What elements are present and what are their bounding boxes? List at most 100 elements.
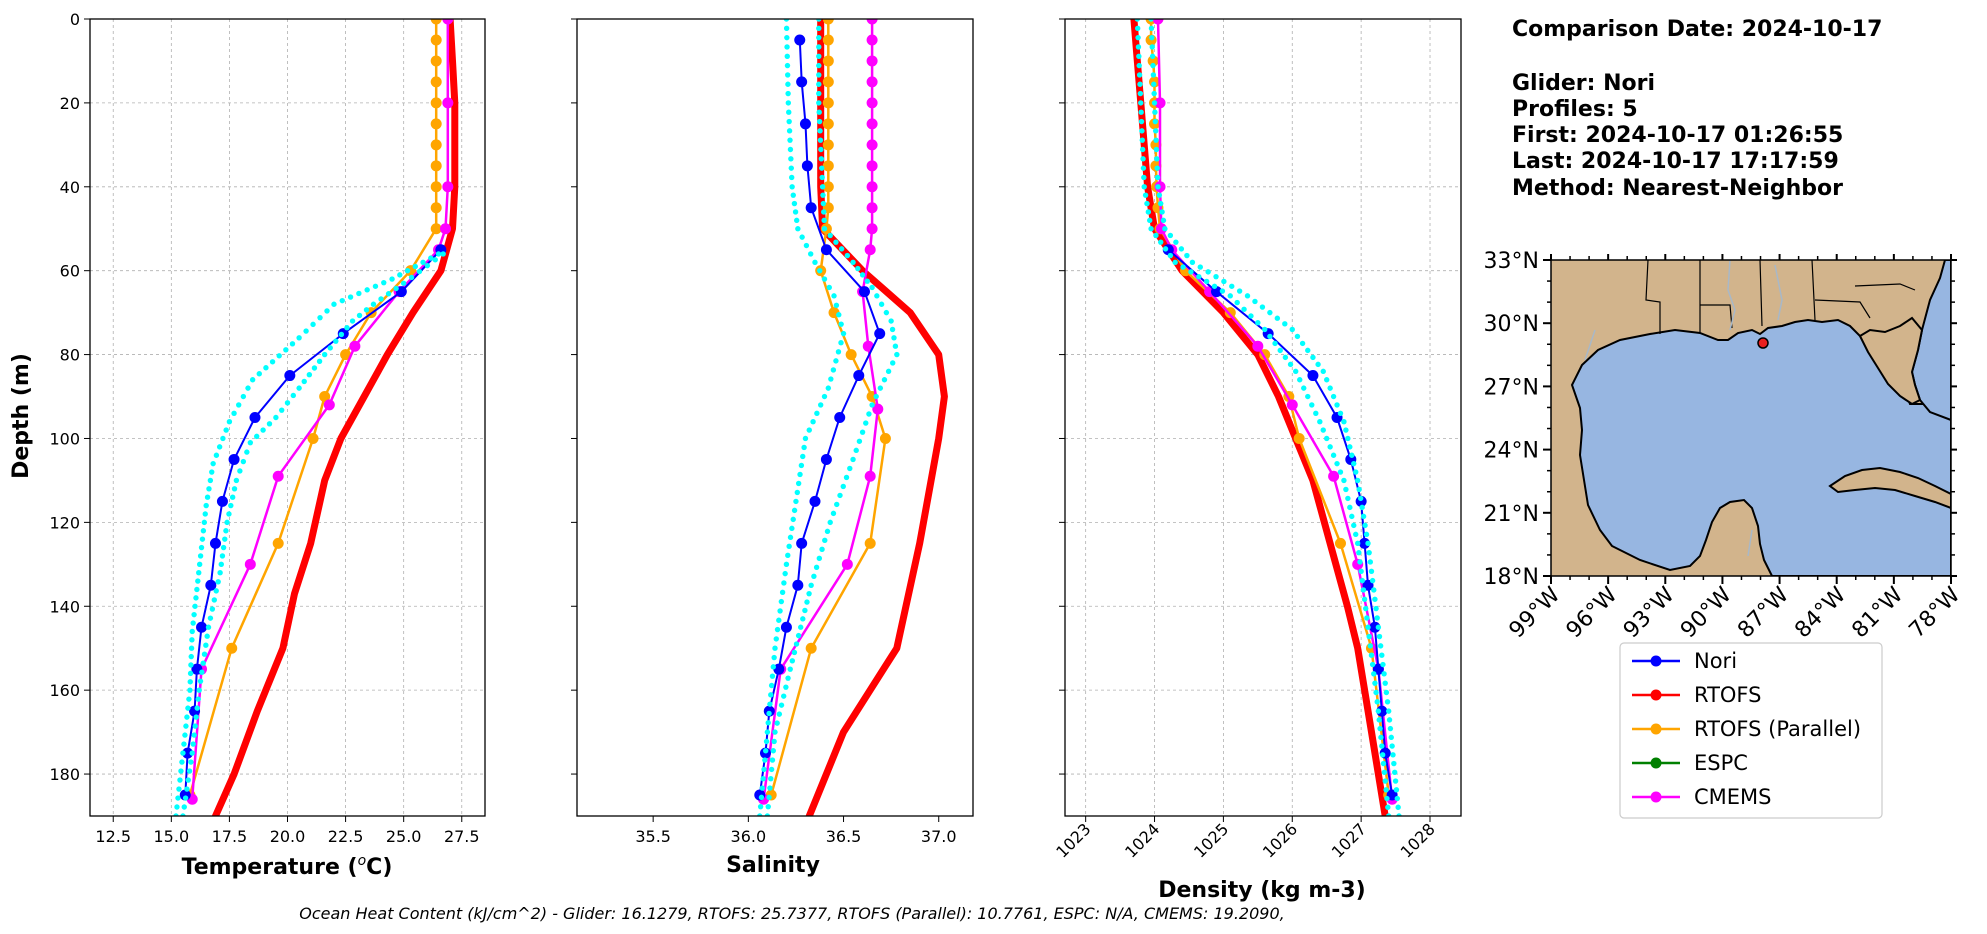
nori-profiles-dot [767, 701, 773, 707]
lat-label: 27°N [1484, 375, 1539, 400]
nori-profiles-dot [1178, 246, 1185, 252]
nori-profiles-dot [816, 555, 823, 562]
nori-profiles-dot [364, 287, 370, 293]
nori-marker [799, 118, 811, 130]
nori-profiles-dot [816, 90, 822, 97]
nori-profiles-dot [816, 25, 822, 32]
nori-profiles-dot [266, 421, 273, 427]
x-tick-label: 36.0 [731, 827, 767, 846]
first-profile-time: First: 2024-10-17 01:26:55 [1512, 123, 1843, 148]
nori-profiles-dot [1138, 109, 1144, 115]
nori-profiles-dot [787, 666, 793, 672]
rtofs-parallel-marker [1150, 139, 1162, 151]
nori-profiles-dot [824, 528, 831, 535]
nori-profiles-dot [182, 732, 188, 738]
nori-profiles-dot [1330, 452, 1337, 458]
nori-profiles-dot [788, 156, 794, 162]
nori-profiles-dot [1378, 734, 1384, 741]
nori-profiles-dot [783, 25, 790, 32]
nori-profiles-dot [316, 358, 323, 364]
nori-profiles-dot [440, 251, 446, 257]
nori-profiles-dot [188, 653, 194, 660]
nori-marker [249, 412, 261, 423]
nori-profiles-dot [173, 813, 179, 816]
cmems-marker [1286, 399, 1298, 411]
ocean-heat-content-footer: Ocean Heat Content (kJ/cm^2) - Glider: 1… [299, 904, 1284, 923]
nori-profiles-dot [795, 226, 801, 232]
nori-profiles-dot [1379, 752, 1386, 758]
nori-profiles-dot [765, 720, 771, 726]
cuba [1828, 466, 1951, 510]
nori-profiles-dot [199, 536, 206, 542]
nori-profiles-dot [766, 794, 772, 801]
nori-profiles-dot [808, 582, 814, 588]
nori-profiles-dot [1391, 760, 1397, 767]
cmems-marker [866, 181, 878, 193]
series-group [1130, 19, 1402, 816]
nori-profiles-dot [785, 81, 791, 87]
cmems-marker [866, 139, 878, 151]
nori-profiles-dot [223, 528, 229, 534]
nori-profiles-dot [819, 174, 825, 181]
nori-profiles-dot [1135, 34, 1141, 41]
cmems-marker [872, 403, 884, 415]
rtofs-parallel-marker [1224, 307, 1236, 319]
rtofs-parallel-marker [822, 76, 834, 88]
nori-profiles-dot [301, 378, 307, 385]
nori-profiles-dot [794, 489, 801, 496]
nori-profiles-dot [363, 307, 370, 313]
rtofs-parallel-marker [430, 97, 442, 109]
nori-profiles-dot [889, 326, 896, 333]
nori-profiles-dot [840, 483, 846, 490]
last-profile-time: Last: 2024-10-17 17:17:59 [1512, 149, 1839, 174]
cmems-marker [349, 340, 361, 352]
nori-profiles-dot [1358, 568, 1364, 575]
nori-profiles-dot [217, 570, 223, 576]
nori-profiles-dot [786, 109, 792, 115]
nori-profiles-dot [1353, 469, 1359, 475]
nori-profiles-dot [874, 293, 880, 299]
nori-profiles-dot [1137, 81, 1143, 87]
cmems-marker [866, 34, 878, 46]
nori-profiles-dot [191, 611, 197, 618]
nori-profiles-dot [1351, 460, 1357, 467]
nori-profiles-dot [187, 670, 194, 677]
nori-profiles-dot [835, 349, 842, 355]
nori-profiles-dot [1359, 504, 1365, 511]
nori-profiles-dot [833, 239, 839, 245]
nori-profiles-dot [176, 786, 182, 792]
nori-profiles-dot [408, 274, 415, 281]
nori-profiles-dot [1356, 486, 1362, 493]
nori-profiles-dot [800, 453, 806, 460]
nori-profiles-dot [1343, 486, 1349, 493]
y-tick-label: 140 [49, 597, 80, 616]
nori-profiles-dot [866, 411, 872, 417]
salinity-panel: 35.5 36.0 36.5 37.0 [571, 18, 974, 846]
nori-profiles-dot [372, 283, 379, 289]
nori-profiles-dot [1320, 368, 1326, 375]
nori-profiles-dot [1248, 313, 1254, 319]
nori-profiles-dot [855, 265, 861, 272]
nori-profiles-dot [1140, 156, 1146, 162]
nori-profiles-dot [263, 365, 269, 371]
nori-profiles-dot [821, 217, 827, 224]
nori-profiles-dot [209, 469, 215, 475]
nori-profiles-dot [816, 44, 822, 50]
nori-profiles-dot [1138, 118, 1145, 125]
nori-profiles-dot [206, 486, 212, 492]
nori-profiles-dot [1139, 137, 1145, 143]
nori-profiles-dot [1152, 118, 1158, 125]
nori-profiles-dot [1343, 427, 1349, 433]
nori-profiles-dot [816, 62, 822, 69]
nori-profiles-dot [1395, 804, 1401, 810]
nori-profiles-dot [859, 272, 866, 278]
density-xlabel: Density (kg m-3) [1158, 878, 1366, 903]
nori-profiles-dot [819, 165, 825, 171]
nori-profiles-dot [836, 312, 842, 318]
nori-profiles-dot [799, 234, 805, 240]
nori-profiles-dot [1362, 522, 1368, 529]
nori-profiles-dot [218, 561, 224, 568]
rtofs-parallel-marker [430, 76, 442, 88]
nori-profiles-dot [1368, 568, 1375, 575]
nori-profiles-dot [189, 637, 195, 643]
